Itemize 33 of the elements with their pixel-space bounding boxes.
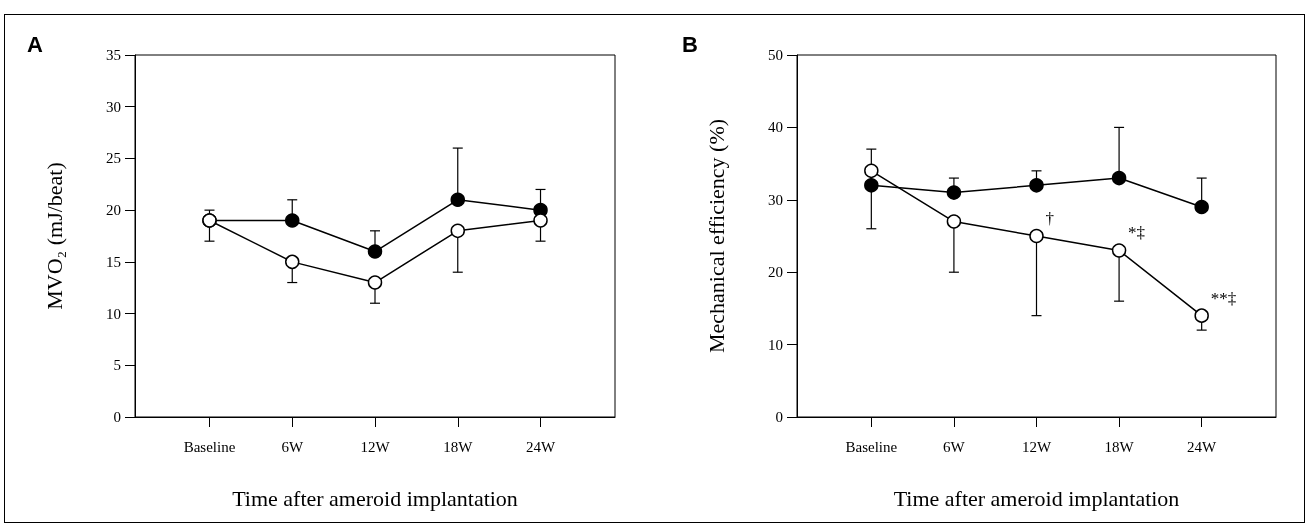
y-tick-label: 35	[106, 47, 121, 63]
y-axis-title: Mechanical efficiency (%)	[703, 118, 729, 354]
x-axis-title: Time after ameroid implantation	[232, 485, 518, 511]
y-axis-title: MVO₂ (mJ/beat)	[41, 162, 67, 310]
x-tick-label: 18W	[443, 438, 474, 455]
x-tick-label: Baseline	[183, 438, 236, 455]
x-tick-label: 12W	[360, 438, 391, 455]
chart-title: B	[682, 31, 698, 57]
x-tick-label: 24W	[1187, 438, 1218, 455]
y-tick-label: 25	[106, 150, 121, 167]
y-tick-label: 0	[775, 409, 783, 425]
annotation: *‡	[1128, 223, 1146, 243]
annotation: †	[1045, 209, 1054, 228]
x-tick-label: 24W	[525, 438, 556, 455]
y-tick-label: 40	[768, 119, 783, 136]
x-tick-label: 6W	[281, 438, 304, 455]
y-tick-label: 20	[768, 264, 783, 281]
annotation: **‡	[1210, 288, 1237, 308]
y-tick-label: 10	[106, 305, 121, 322]
x-tick-label: Baseline	[845, 438, 898, 455]
y-tick-label: 5	[113, 357, 121, 374]
y-tick-label: 0	[113, 409, 121, 425]
x-tick-label: 18W	[1104, 438, 1135, 455]
y-tick-label: 30	[768, 191, 783, 208]
y-tick-label: 50	[768, 47, 783, 63]
y-tick-label: 20	[106, 202, 121, 219]
y-tick-label: 10	[768, 336, 783, 353]
y-tick-label: 15	[106, 253, 121, 270]
x-tick-label: 6W	[943, 438, 966, 455]
chart-title: A	[27, 31, 43, 57]
x-tick-label: 12W	[1021, 438, 1052, 455]
y-tick-label: 30	[106, 98, 121, 115]
x-axis-title: Time after ameroid implantation	[893, 485, 1180, 511]
